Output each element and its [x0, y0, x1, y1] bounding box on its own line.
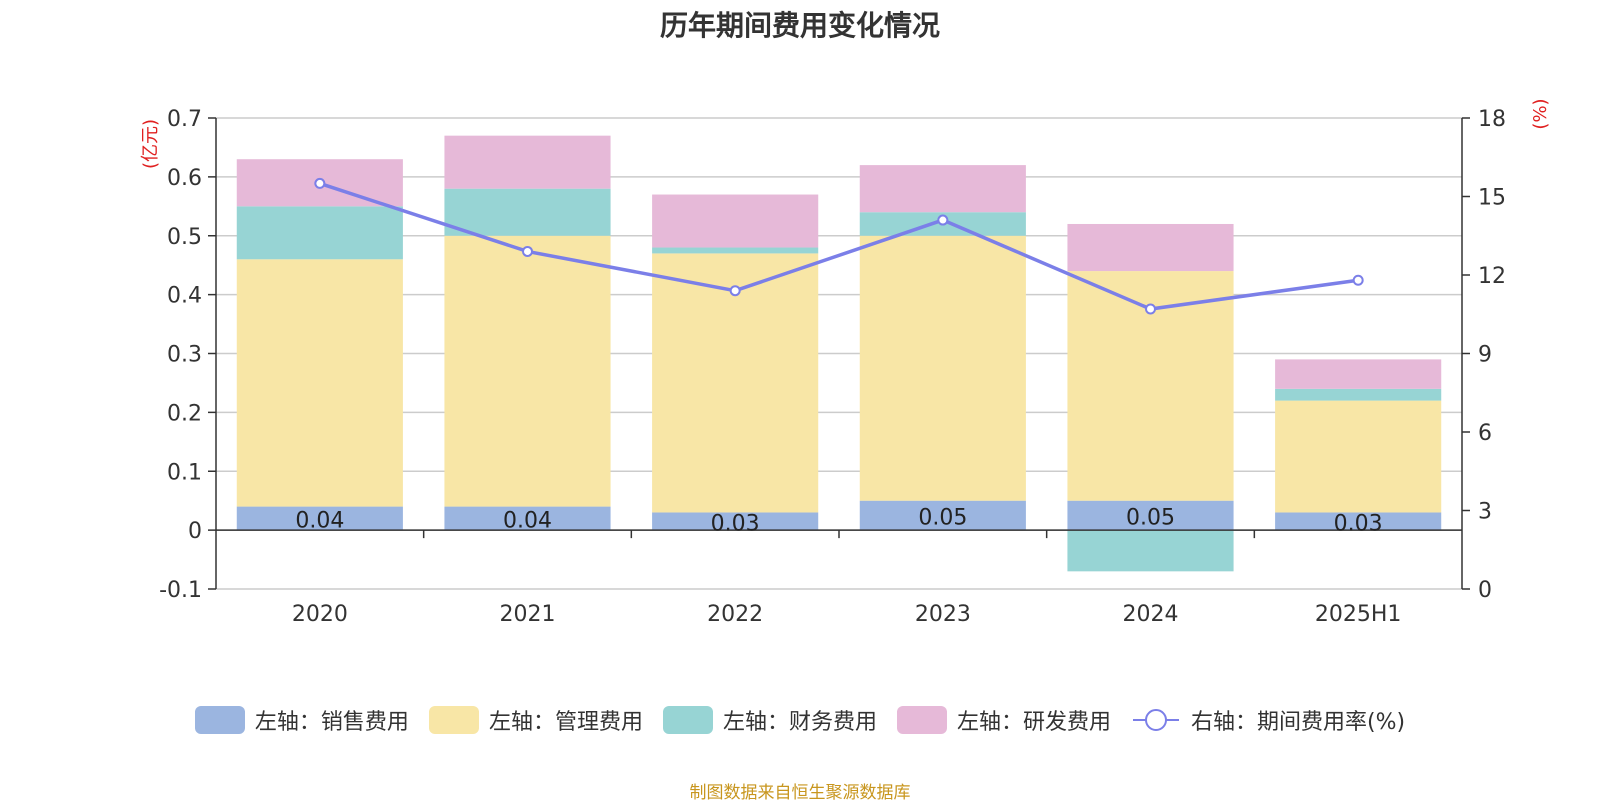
left-tick-label: 0.2 — [167, 401, 202, 426]
legend-item: 左轴：财务费用 — [662, 704, 877, 736]
x-tick-label: 2024 — [1123, 602, 1179, 627]
bar-segment — [652, 194, 819, 248]
rate-point — [729, 285, 741, 297]
bar-segment — [1275, 359, 1442, 389]
bar-segment — [236, 259, 403, 507]
source-note: 制图数据来自恒生聚源数据库 — [689, 783, 911, 803]
right-tick-label: 18 — [1478, 107, 1506, 132]
right-tick-label: 15 — [1478, 186, 1506, 211]
left-tick-label: 0.5 — [167, 225, 202, 250]
bar-segment — [1067, 500, 1234, 531]
legend-label: 左轴：研发费用 — [956, 710, 1111, 735]
rate-point — [937, 214, 949, 226]
bar-segment — [652, 253, 819, 513]
bar-segment — [444, 188, 611, 236]
x-tick-label: 2021 — [500, 602, 556, 627]
left-axis-unit-label: (亿元) — [140, 119, 161, 169]
legend-item: 右轴：期间费用率(%) — [1131, 704, 1405, 736]
legend-item: 左轴：销售费用 — [194, 704, 409, 736]
legend-label: 左轴：销售费用 — [254, 710, 409, 735]
data-label: 0.05 — [1126, 505, 1175, 530]
right-tick-label: 0 — [1478, 578, 1492, 603]
chart-title: 历年期间费用变化情况 — [659, 9, 940, 42]
bar-segment — [859, 165, 1026, 213]
legend-swatch — [194, 706, 245, 734]
legend-label: 左轴：财务费用 — [722, 710, 877, 735]
left-tick-label: 0.1 — [167, 460, 202, 485]
bar-segment — [444, 135, 611, 189]
axes: 0.7 0.6 0.5 0.4 0.3 0.2 0.1 0 -0.1 18 15 12 9 6 3 0 (亿元)… — [140, 98, 1551, 627]
x-tick-label: 2023 — [915, 602, 971, 627]
rate-line — [319, 181, 1359, 311]
bar-layer — [236, 135, 1442, 572]
left-tick-label: -0.1 — [159, 578, 202, 603]
bar-segment — [444, 235, 611, 507]
bar-segment — [236, 506, 403, 531]
legend-swatch — [662, 706, 713, 734]
legend-swatch — [896, 706, 947, 734]
legend-line-swatch — [1132, 709, 1179, 731]
data-label: 0.03 — [1334, 511, 1383, 536]
bar-segment — [1275, 388, 1442, 401]
bar-segment — [1067, 530, 1234, 572]
left-tick-label: 0.4 — [167, 284, 202, 309]
left-tick-label: 0 — [188, 519, 202, 544]
legend-label: 左轴：管理费用 — [488, 710, 643, 735]
bar-segment — [236, 206, 403, 260]
data-label: 0.03 — [711, 511, 760, 536]
right-tick-label: 3 — [1478, 500, 1492, 525]
right-tick-label: 6 — [1478, 421, 1492, 446]
bar-segment — [859, 235, 1026, 501]
bar-segment — [652, 512, 819, 531]
right-axis-unit-label: (%) — [1530, 98, 1551, 129]
right-tick-label: 12 — [1478, 264, 1506, 289]
data-label: 0.04 — [295, 508, 344, 533]
left-tick-label: 0.3 — [167, 343, 202, 368]
rate-point — [522, 245, 533, 257]
x-tick-label: 2020 — [292, 602, 348, 627]
bar-segment — [652, 247, 819, 254]
legend-item: 左轴：管理费用 — [428, 704, 643, 736]
legend: 左轴：销售费用 左轴：管理费用 左轴：财务费用 左轴：研发费用 右轴：期间费用率(%) — [0, 704, 1600, 736]
left-tick-label: 0.7 — [167, 107, 202, 132]
right-tick-label: 9 — [1478, 343, 1492, 368]
legend-label: 右轴：期间费用率(%) — [1190, 710, 1406, 735]
rate-point — [1145, 303, 1156, 315]
data-label: 0.04 — [503, 508, 552, 533]
data-labels: 0.04 0.04 0.03 0.05 0.05 0.03 — [295, 505, 1382, 536]
bar-segment — [859, 500, 1026, 531]
bar-segment — [444, 506, 611, 531]
data-label: 0.05 — [918, 505, 967, 530]
legend-swatch — [428, 706, 479, 734]
bar-segment — [1275, 400, 1442, 513]
bar-segment — [1067, 223, 1234, 272]
bar-segment — [1275, 512, 1442, 531]
rate-line-layer — [314, 177, 1364, 315]
rate-point — [1352, 274, 1364, 286]
x-tick-label: 2022 — [707, 602, 763, 627]
legend-item: 左轴：研发费用 — [896, 704, 1111, 736]
rate-point — [314, 177, 326, 189]
left-tick-label: 0.6 — [167, 166, 202, 191]
x-tick-label: 2025H1 — [1315, 602, 1402, 627]
